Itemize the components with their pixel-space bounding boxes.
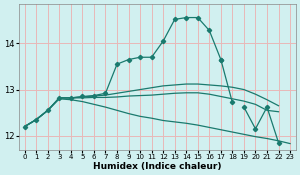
X-axis label: Humidex (Indice chaleur): Humidex (Indice chaleur)	[93, 162, 222, 171]
